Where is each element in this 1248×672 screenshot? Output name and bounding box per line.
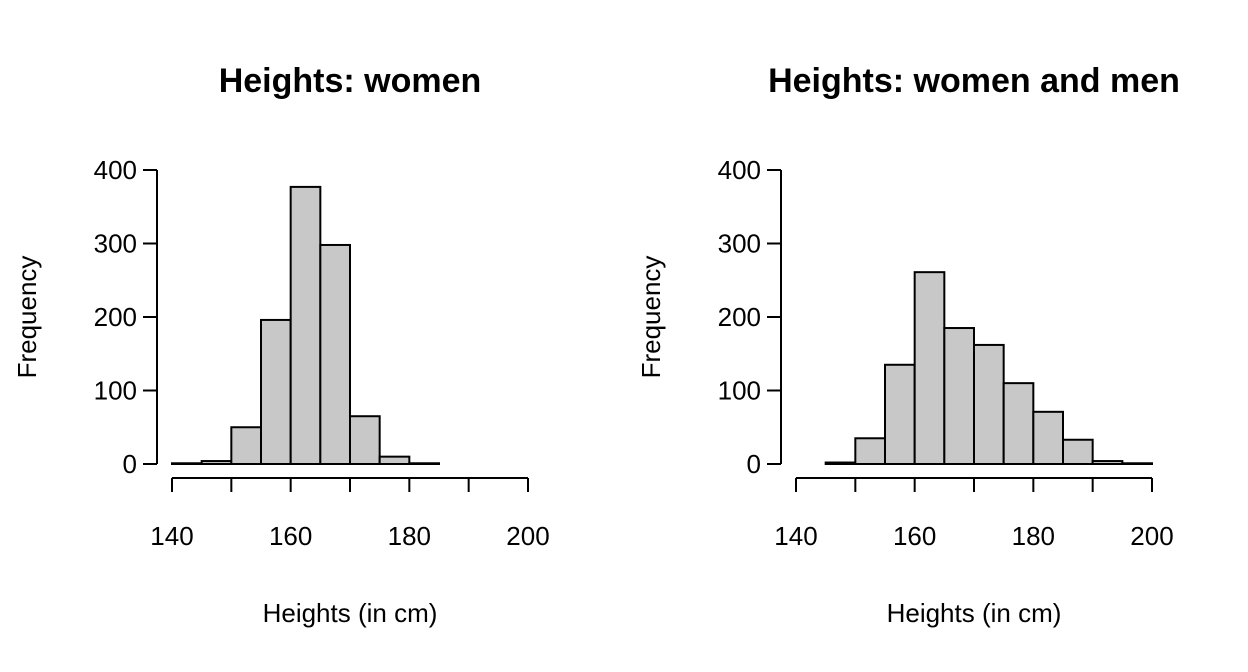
y-tick-label: 0 xyxy=(747,449,761,479)
histogram-bar xyxy=(913,271,946,466)
histogram-bar xyxy=(171,462,203,466)
x-tick-label: 200 xyxy=(1130,521,1173,551)
y-tick-label: 0 xyxy=(123,449,137,479)
histogram-bar xyxy=(1091,460,1124,465)
histogram-bar xyxy=(824,461,857,465)
histogram-bar xyxy=(289,185,322,465)
y-tick-label: 100 xyxy=(94,376,137,406)
histogram-bar xyxy=(1002,382,1035,465)
y-tick-label: 400 xyxy=(94,155,137,185)
x-tick-label: 180 xyxy=(1012,521,1055,551)
y-tick-label: 400 xyxy=(718,155,761,185)
x-tick-label: 140 xyxy=(774,521,817,551)
y-tick-label: 100 xyxy=(718,376,761,406)
histogram-bar xyxy=(230,426,262,465)
x-axis-label: Heights (in cm) xyxy=(263,598,438,628)
histogram-bar xyxy=(408,462,441,466)
x-tick-label: 140 xyxy=(150,521,193,551)
histogram-bar xyxy=(943,327,975,465)
histogram-bar xyxy=(260,318,292,465)
chart-title: Heights: women xyxy=(219,62,482,100)
y-axis-label: Frequency xyxy=(12,256,42,379)
x-tick-label: 200 xyxy=(506,521,549,551)
histogram-bar xyxy=(1032,410,1065,466)
x-tick-label: 180 xyxy=(388,521,431,551)
histogram-bar xyxy=(200,460,233,465)
x-axis-label: Heights (in cm) xyxy=(887,598,1062,628)
histogram-bar xyxy=(884,363,916,465)
histogram-bar xyxy=(378,455,411,465)
y-tick-label: 300 xyxy=(718,229,761,259)
chart-title: Heights: women and men xyxy=(768,62,1180,100)
histogram-bar xyxy=(854,437,886,465)
histogram-bar xyxy=(1062,438,1094,465)
y-axis-label: Frequency xyxy=(636,256,666,379)
y-tick-label: 200 xyxy=(94,302,137,332)
x-tick-label: 160 xyxy=(269,521,312,551)
histogram-bar xyxy=(349,415,381,466)
x-tick-label: 160 xyxy=(893,521,936,551)
histogram-bar xyxy=(1121,462,1154,466)
y-tick-label: 200 xyxy=(718,302,761,332)
y-tick-label: 300 xyxy=(94,229,137,259)
histogram-bar xyxy=(319,243,352,465)
histogram-bar xyxy=(973,343,1005,465)
